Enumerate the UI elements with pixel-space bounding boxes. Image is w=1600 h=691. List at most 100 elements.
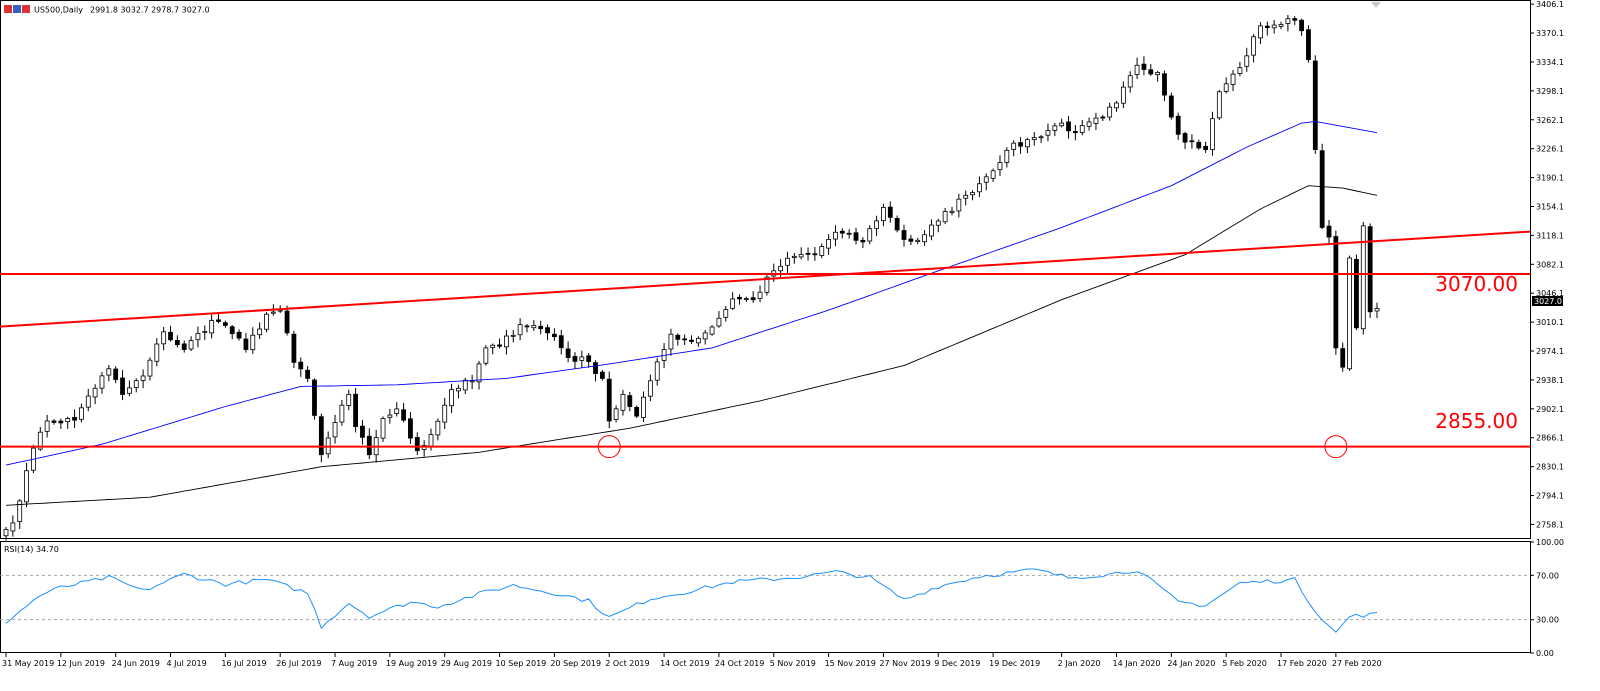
- date-tick-label: 24 Jun 2019: [112, 659, 160, 668]
- candle: [613, 405, 619, 423]
- candle: [565, 341, 571, 363]
- candle-body-up: [833, 231, 838, 240]
- price-tick-label: 3262.1: [1536, 116, 1564, 125]
- candle-body-up: [85, 395, 91, 408]
- date-tick-label: 19 Dec 2019: [989, 659, 1040, 668]
- scroll-marker-icon[interactable]: [1371, 2, 1381, 8]
- price-tick-label: 3154.1: [1536, 202, 1564, 211]
- candle-body-down: [750, 297, 756, 301]
- candle-body-down: [1141, 63, 1147, 70]
- candle: [963, 190, 969, 206]
- candle-body-up: [977, 183, 982, 193]
- candle: [915, 237, 921, 245]
- support-touch-circle: [1324, 435, 1348, 459]
- candle-body-down: [634, 407, 640, 417]
- candle: [695, 336, 701, 347]
- candle: [79, 403, 84, 423]
- candle-body-down: [360, 425, 365, 438]
- candle-body-up: [1011, 142, 1017, 150]
- flag-icon: [4, 5, 12, 13]
- candle-body-up: [394, 408, 400, 414]
- flag-icon-2: [13, 5, 21, 13]
- candle: [490, 343, 496, 355]
- candle-body-up: [702, 332, 708, 340]
- candle: [716, 311, 722, 328]
- support-touch-circle: [597, 435, 621, 459]
- candle: [168, 325, 173, 342]
- candle: [209, 314, 215, 339]
- candle: [894, 215, 900, 233]
- candle: [675, 333, 681, 346]
- candle-body-down: [552, 333, 557, 338]
- candle: [58, 418, 64, 429]
- date-tick-label: 31 May 2019: [2, 659, 54, 668]
- candle: [956, 193, 962, 218]
- candle: [1333, 230, 1339, 355]
- date-tick-label: 15 Nov 2019: [825, 659, 876, 668]
- date-tick-label: 5 Feb 2020: [1222, 659, 1267, 668]
- candle-body-down: [216, 319, 221, 322]
- candle-body-down: [1340, 348, 1346, 368]
- candle: [504, 329, 509, 355]
- candle-body-down: [497, 344, 502, 347]
- candle: [257, 322, 263, 339]
- candle-body-down: [318, 416, 324, 456]
- candle: [1024, 137, 1030, 154]
- price-tick-label: 2902.1: [1536, 405, 1564, 414]
- candle: [887, 201, 893, 223]
- candle: [1326, 219, 1332, 245]
- candle-body-down: [401, 409, 406, 421]
- candle-body-down: [174, 340, 180, 346]
- candle-body-up: [874, 220, 879, 229]
- date-tick-label: 19 Aug 2019: [386, 659, 437, 668]
- price-tick-label: 2758.1: [1536, 520, 1564, 529]
- candle: [1127, 71, 1133, 93]
- candle: [723, 305, 729, 322]
- candle-body-down: [538, 325, 544, 330]
- candle: [476, 360, 482, 390]
- candle: [1162, 70, 1167, 101]
- candle: [819, 243, 825, 259]
- candle-body-down: [305, 369, 311, 379]
- trendline[interactable]: [0, 230, 1531, 328]
- flag-icon-3: [22, 5, 30, 13]
- candle-body-up: [442, 404, 448, 423]
- candle-body-up: [730, 298, 736, 309]
- candle-body-up: [963, 194, 969, 199]
- candle: [414, 432, 420, 456]
- candle: [401, 403, 406, 423]
- candle-body-up: [531, 325, 537, 329]
- candle: [860, 237, 866, 249]
- candle-body-down: [1333, 236, 1339, 349]
- candle-body-down: [168, 331, 173, 341]
- candle: [1237, 61, 1243, 77]
- current-price-label: 3027.0: [1534, 297, 1562, 306]
- candle-body-down: [887, 206, 893, 218]
- candle: [1360, 221, 1366, 335]
- candle: [538, 320, 544, 335]
- candle: [1175, 112, 1181, 140]
- candle: [469, 374, 475, 390]
- candle-body-up: [1045, 130, 1051, 136]
- current-price-box: [1532, 296, 1563, 306]
- candle: [1086, 117, 1092, 131]
- candle-body-up: [462, 379, 468, 391]
- candle-body-down: [599, 371, 605, 379]
- candle-body-up: [79, 407, 84, 420]
- candle: [17, 499, 23, 529]
- candle-body-up: [929, 224, 934, 237]
- candle-body-up: [202, 330, 208, 333]
- candle: [606, 371, 612, 429]
- date-tick-label: 20 Sep 2019: [550, 659, 601, 668]
- candle: [1052, 122, 1058, 137]
- price-tick-label: 3082.1: [1536, 260, 1564, 269]
- candle-body-down: [846, 232, 852, 235]
- date-tick-label: 29 Aug 2019: [441, 659, 492, 668]
- candle-body-up: [147, 359, 153, 377]
- date-tick-label: 12 Jun 2019: [57, 659, 105, 668]
- candle-body-up: [764, 276, 770, 293]
- candle: [456, 384, 461, 399]
- candle-body-down: [1367, 226, 1373, 313]
